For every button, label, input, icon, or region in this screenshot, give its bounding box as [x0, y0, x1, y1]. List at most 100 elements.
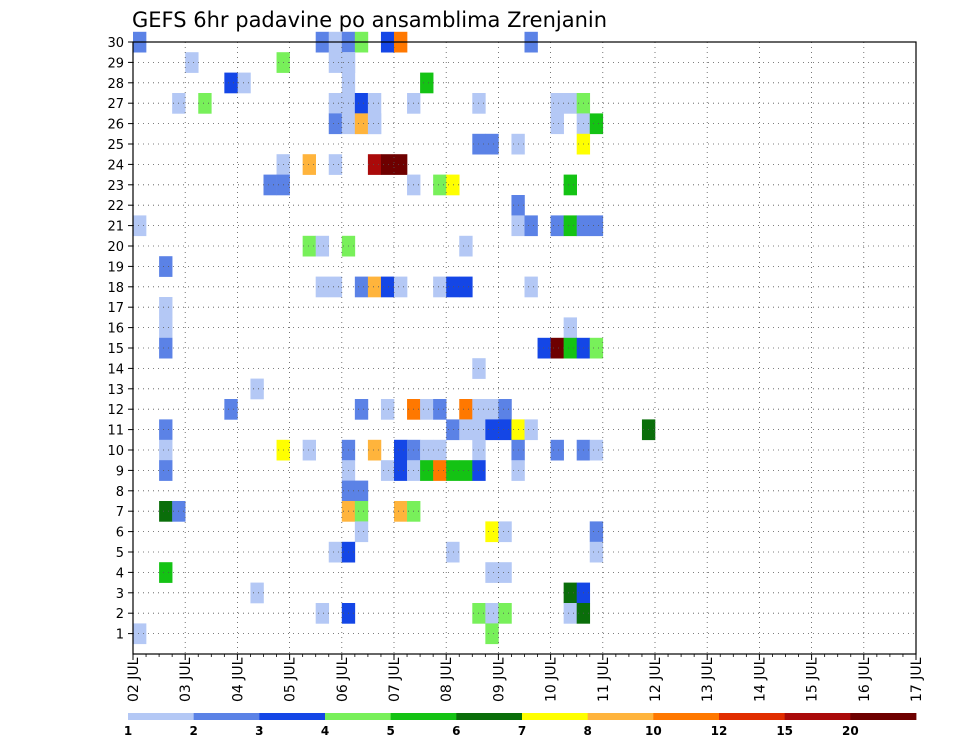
- data-cell: [524, 419, 538, 441]
- legend-label: 6: [452, 724, 460, 738]
- data-cell: [420, 460, 434, 481]
- data-cell: [328, 541, 343, 563]
- data-cell: [433, 174, 447, 196]
- legend-label: 4: [321, 724, 329, 738]
- data-cell: [433, 399, 447, 420]
- y-tick-label: 13: [107, 383, 124, 398]
- data-cell: [563, 215, 577, 237]
- x-tick-label: 03 JUL: [178, 657, 194, 702]
- data-cell: [159, 256, 173, 277]
- legend-label: 2: [189, 724, 197, 738]
- data-cell: [302, 439, 316, 461]
- legend-label: 12: [711, 724, 728, 738]
- data-cell: [159, 337, 173, 359]
- y-tick-label: 8: [116, 485, 124, 500]
- data-cell: [354, 521, 369, 543]
- y-tick-label: 2: [116, 607, 124, 622]
- x-tick-label: 15 JUL: [805, 657, 821, 702]
- legend-label: 20: [842, 724, 859, 738]
- data-cell: [354, 399, 369, 420]
- data-cell: [198, 93, 212, 114]
- legend-color-swatch: [259, 713, 326, 720]
- x-tick-label: 16 JUL: [857, 657, 873, 702]
- color-legend: 1 2 3 4 5 6 7 8 10 12 15 20: [124, 713, 917, 738]
- x-tick-label: 13 JUL: [700, 657, 716, 702]
- chart-title: GEFS 6hr padavine po ansamblima Zrenjani…: [132, 8, 607, 32]
- data-cell: [185, 52, 199, 73]
- y-tick-label: 4: [116, 566, 124, 581]
- legend-color-swatch: [128, 713, 195, 720]
- data-cell: [524, 215, 538, 237]
- x-tick-label: 17 JUL: [909, 657, 925, 702]
- legend-color-swatch: [325, 713, 392, 720]
- y-tick-label: 7: [116, 505, 124, 520]
- legend-color-swatch: [456, 713, 523, 720]
- data-cell: [394, 154, 408, 175]
- y-tick-label: 21: [107, 220, 124, 235]
- data-cell: [459, 460, 473, 481]
- data-cell: [354, 276, 369, 298]
- x-tick-label: 09 JUL: [491, 657, 507, 702]
- data-cell: [367, 113, 382, 135]
- data-cell: [550, 337, 564, 359]
- data-cell: [250, 378, 264, 400]
- x-tick-label: 12 JUL: [648, 657, 664, 702]
- data-cell: [563, 582, 577, 604]
- data-cell: [328, 93, 343, 114]
- data-cell: [159, 419, 173, 441]
- data-cell: [224, 72, 238, 94]
- legend-color-swatch: [719, 713, 786, 720]
- data-cell: [433, 460, 447, 481]
- legend-color-swatch: [390, 713, 457, 720]
- data-cell: [367, 439, 382, 461]
- x-tick-label: 14 JUL: [752, 657, 768, 702]
- legend-color-swatch: [193, 713, 260, 720]
- data-cell: [159, 501, 173, 522]
- y-tick-label: 9: [116, 464, 124, 479]
- data-cell: [380, 154, 395, 175]
- y-tick-label: 28: [107, 77, 124, 92]
- y-tick-label: 15: [107, 342, 124, 357]
- data-cell: [498, 603, 512, 624]
- data-cell: [367, 93, 382, 114]
- data-cell: [433, 439, 447, 461]
- data-cell: [446, 460, 460, 481]
- data-cells: [133, 31, 656, 645]
- x-tick-label: 10 JUL: [544, 657, 560, 702]
- x-tick-label: 04 JUL: [230, 657, 246, 702]
- data-cell: [485, 419, 499, 441]
- data-cell: [589, 521, 604, 543]
- data-cell: [446, 541, 460, 563]
- y-tick-label: 12: [107, 403, 124, 418]
- data-cell: [394, 501, 408, 522]
- y-axis: 1234567891011121314151617181920212223242…: [107, 36, 133, 643]
- data-cell: [133, 623, 147, 645]
- data-cell: [537, 337, 551, 359]
- legend-label: 15: [776, 724, 793, 738]
- x-tick-label: 02 JUL: [126, 657, 142, 702]
- legend-label: 3: [255, 724, 263, 738]
- data-cell: [328, 113, 343, 135]
- y-tick-label: 27: [107, 97, 124, 112]
- data-cell: [354, 480, 369, 502]
- data-cell: [550, 215, 564, 237]
- data-cell: [485, 399, 499, 420]
- data-cell: [263, 174, 277, 196]
- data-cell: [159, 439, 173, 461]
- y-tick-label: 26: [107, 118, 124, 133]
- data-cell: [550, 439, 564, 461]
- data-cell: [367, 154, 382, 175]
- data-cell: [563, 337, 577, 359]
- legend-label: 1: [124, 724, 132, 738]
- y-tick-label: 22: [107, 199, 124, 214]
- data-cell: [485, 521, 499, 543]
- y-tick-label: 3: [116, 587, 124, 602]
- data-cell: [159, 460, 173, 481]
- data-cell: [485, 623, 499, 645]
- data-cell: [563, 93, 577, 114]
- legend-color-swatch: [784, 713, 851, 720]
- x-tick-label: 08 JUL: [439, 657, 455, 702]
- y-tick-label: 16: [107, 322, 124, 337]
- data-cell: [563, 603, 577, 624]
- legend-color-swatch: [653, 713, 720, 720]
